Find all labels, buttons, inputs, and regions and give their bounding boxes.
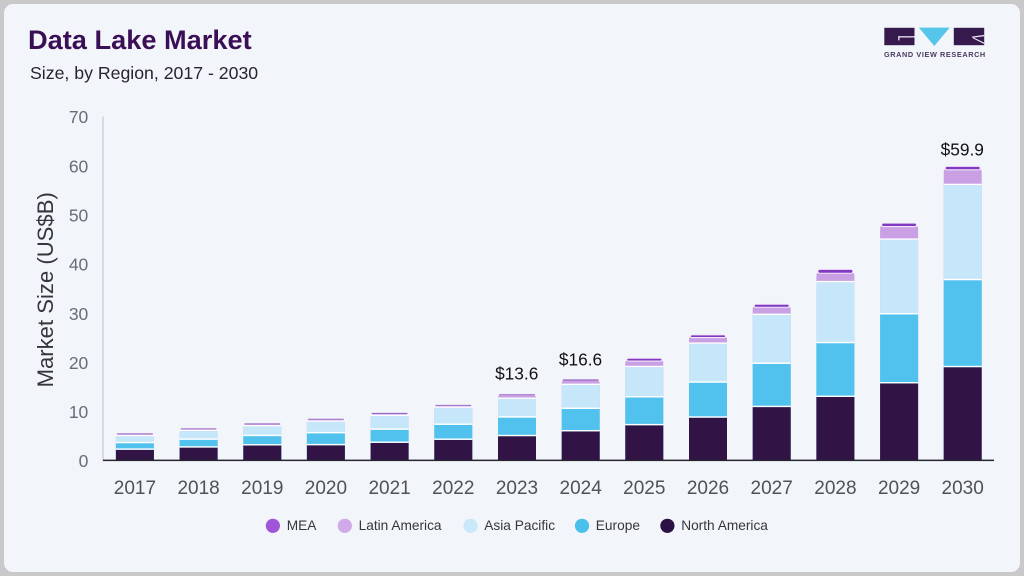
svg-text:0: 0 — [79, 451, 89, 471]
svg-text:Market Size (US$B): Market Size (US$B) — [33, 192, 58, 387]
svg-text:2021: 2021 — [368, 478, 410, 499]
svg-text:2025: 2025 — [623, 478, 665, 499]
svg-text:2026: 2026 — [687, 478, 729, 499]
svg-text:70: 70 — [69, 107, 89, 127]
svg-text:2027: 2027 — [751, 478, 793, 499]
svg-text:Europe: Europe — [596, 518, 640, 533]
svg-text:2017: 2017 — [114, 478, 156, 499]
svg-text:MEA: MEA — [287, 518, 318, 533]
svg-text:2030: 2030 — [942, 478, 984, 499]
svg-text:20: 20 — [69, 353, 89, 373]
svg-text:2028: 2028 — [814, 478, 856, 499]
svg-text:50: 50 — [69, 206, 89, 226]
svg-text:60: 60 — [69, 156, 89, 176]
svg-text:10: 10 — [69, 402, 89, 422]
svg-text:40: 40 — [69, 255, 89, 275]
svg-text:Latin America: Latin America — [359, 518, 442, 533]
svg-text:2018: 2018 — [177, 478, 219, 499]
svg-text:2024: 2024 — [560, 478, 603, 499]
svg-text:$13.6: $13.6 — [495, 364, 538, 384]
svg-text:North America: North America — [681, 518, 768, 533]
svg-text:2019: 2019 — [241, 478, 283, 499]
svg-text:$16.6: $16.6 — [559, 350, 602, 370]
svg-text:Asia Pacific: Asia Pacific — [484, 518, 555, 533]
svg-text:2022: 2022 — [432, 478, 474, 499]
svg-text:GRAND VIEW RESEARCH: GRAND VIEW RESEARCH — [884, 50, 986, 59]
svg-text:2029: 2029 — [878, 478, 920, 499]
svg-text:2023: 2023 — [496, 478, 538, 499]
svg-text:2020: 2020 — [305, 478, 347, 499]
svg-text:30: 30 — [69, 304, 89, 324]
svg-text:$59.9: $59.9 — [941, 140, 984, 160]
